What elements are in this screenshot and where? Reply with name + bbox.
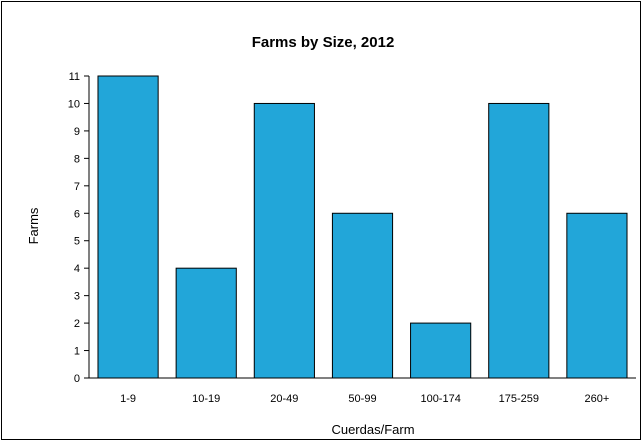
x-tick-label: 100-174	[420, 393, 460, 405]
x-tick-label: 10-19	[192, 393, 220, 405]
bars	[97, 75, 628, 379]
bar-100-174	[410, 322, 472, 379]
y-tick-label: 0	[74, 373, 80, 385]
x-tick-label: 175-259	[499, 393, 539, 405]
y-tick-label: 3	[74, 291, 80, 303]
x-tick-label: 1-9	[120, 393, 136, 405]
y-tick-label: 6	[74, 208, 80, 220]
x-axis-label: Cuerdas/Farm	[331, 422, 414, 437]
bar-175-259	[488, 102, 550, 379]
y-tick-label: 7	[74, 181, 80, 193]
y-tick-label: 1	[74, 346, 80, 358]
x-axis-ticks: 1-9 10-19 20-49 50-99 100-174 175-259 260+	[120, 393, 609, 405]
x-tick-label: 50-99	[348, 393, 376, 405]
bar-10-19	[175, 267, 237, 379]
chart-title: Farms by Size, 2012	[252, 34, 395, 51]
y-tick-label: 2	[74, 318, 80, 330]
y-tick-label: 4	[74, 263, 80, 275]
x-tick-label: 260+	[585, 393, 610, 405]
bar-260+	[566, 212, 628, 379]
y-tick-label: 9	[74, 126, 80, 138]
bar-50-99	[331, 212, 394, 379]
x-tick-label: 20-49	[270, 393, 298, 405]
y-tick-label: 8	[74, 153, 80, 165]
y-axis-label: Farms	[26, 207, 41, 244]
y-tick-label: 5	[74, 236, 80, 248]
bar-1-9	[97, 75, 159, 379]
y-tick-label: 11	[69, 71, 80, 83]
bar-20-49	[253, 102, 315, 379]
y-tick-label: 10	[68, 98, 80, 110]
y-axis-ticks: 0 1 2 3 4 5 6 7 8 9 10 11	[68, 71, 89, 385]
